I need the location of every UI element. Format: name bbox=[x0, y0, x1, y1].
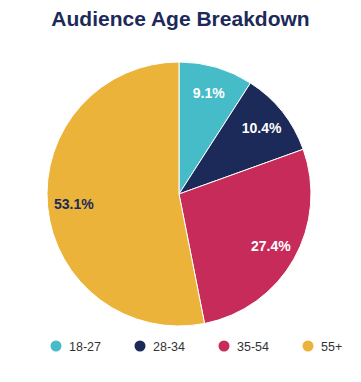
chart-svg: Audience Age Breakdown 9.1% 10.4% 27.4% 53.1… bbox=[0, 0, 361, 382]
legend-label: 18-27 bbox=[69, 340, 101, 354]
legend: 18-27 28-34 35-54 55+ bbox=[51, 340, 343, 354]
legend-label: 35-54 bbox=[237, 340, 269, 354]
legend-label: 55+ bbox=[321, 340, 342, 354]
legend-swatch bbox=[219, 341, 230, 352]
data-label: 53.1% bbox=[54, 196, 94, 212]
legend-swatch bbox=[51, 341, 62, 352]
pie-slice bbox=[47, 62, 205, 326]
chart-title: Audience Age Breakdown bbox=[51, 7, 309, 30]
chart-container: Audience Age Breakdown 9.1% 10.4% 27.4% 53.1… bbox=[0, 0, 361, 382]
data-labels: 9.1% 10.4% 27.4% 53.1% bbox=[54, 85, 291, 254]
data-label: 10.4% bbox=[242, 120, 282, 136]
legend-swatch bbox=[303, 341, 314, 352]
legend-label: 28-34 bbox=[153, 340, 185, 354]
data-label: 9.1% bbox=[193, 85, 225, 101]
slices bbox=[47, 62, 311, 326]
legend-swatch bbox=[135, 341, 146, 352]
data-label: 27.4% bbox=[251, 238, 291, 254]
